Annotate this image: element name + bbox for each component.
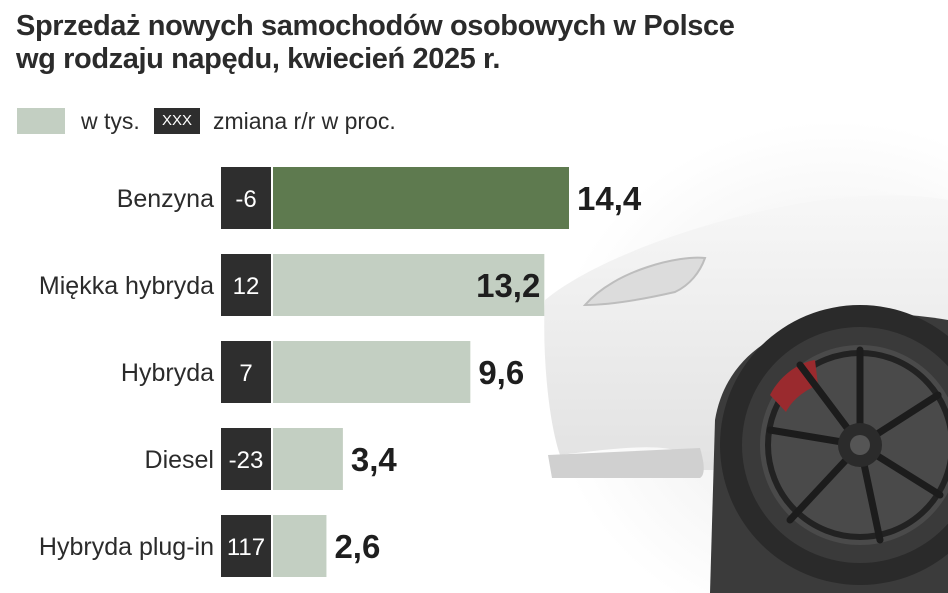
category-label: Miękka hybryda bbox=[39, 272, 214, 300]
change-box bbox=[221, 254, 271, 316]
bar bbox=[273, 167, 569, 229]
value-label: 13,2 bbox=[476, 267, 540, 304]
bar bbox=[273, 254, 545, 316]
category-label: Hybryda bbox=[121, 359, 214, 387]
change-label: -23 bbox=[229, 447, 264, 474]
change-box bbox=[221, 167, 271, 229]
change-box bbox=[221, 428, 271, 490]
legend-swatch-change: XXX bbox=[154, 108, 200, 134]
legend-swatch-value bbox=[17, 108, 65, 134]
legend-value-label: w tys. bbox=[81, 108, 140, 134]
bar-chart: Benzyna -6 14,4 Miękka hybryda 12 13,2 Hybryda… bbox=[39, 167, 642, 577]
change-label: 117 bbox=[227, 534, 265, 561]
category-label: Hybryda plug-in bbox=[39, 533, 214, 561]
bar bbox=[273, 428, 343, 490]
value-label: 14,4 bbox=[577, 180, 642, 217]
category-label: Diesel bbox=[145, 446, 214, 474]
value-label: 3,4 bbox=[351, 441, 398, 478]
value-label: 2,6 bbox=[334, 528, 380, 565]
chart-title: Sprzedaż nowych samochodów osobowych w P… bbox=[16, 10, 776, 76]
chart-title-line-1: Sprzedaż nowych samochodów osobowych w P… bbox=[16, 10, 735, 42]
bar bbox=[273, 341, 471, 403]
category-label: Benzyna bbox=[117, 185, 214, 213]
chart-title-line-2: wg rodzaju napędu, kwiecień 2025 r. bbox=[16, 43, 500, 75]
value-label: 9,6 bbox=[478, 354, 524, 391]
legend-change-label: zmiana r/r w proc. bbox=[213, 108, 396, 134]
change-label: 7 bbox=[239, 360, 252, 387]
bar bbox=[273, 515, 327, 577]
change-box bbox=[221, 341, 271, 403]
change-label: -6 bbox=[235, 186, 256, 213]
change-box bbox=[221, 515, 271, 577]
change-label: 12 bbox=[233, 273, 260, 300]
